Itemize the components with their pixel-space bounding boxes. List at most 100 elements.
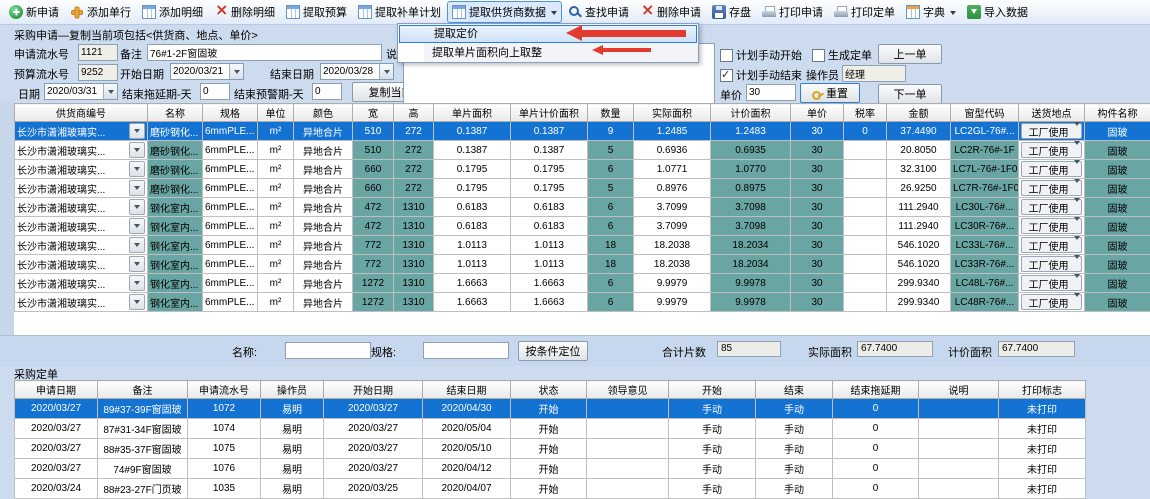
delivery-combo-cell[interactable]: 工厂使用 — [1019, 255, 1085, 274]
filter-spec-input[interactable] — [423, 342, 509, 359]
chevron-down-icon[interactable] — [129, 218, 145, 234]
delivery-combo-cell[interactable]: 工厂使用 — [1019, 198, 1085, 217]
supplier-combo-cell[interactable]: 长沙市潇湘玻璃实... — [15, 255, 148, 274]
supplier-combo-cell[interactable]: 长沙市潇湘玻璃实... — [15, 198, 148, 217]
chevron-down-icon[interactable] — [1074, 297, 1080, 308]
chevron-down-icon[interactable] — [1074, 240, 1080, 251]
start-date-combo[interactable]: 2020/03/21 — [170, 63, 244, 80]
delivery-combo-cell[interactable]: 工厂使用 — [1019, 141, 1085, 160]
supplier-combo-cell[interactable]: 长沙市潇湘玻璃实... — [15, 179, 148, 198]
supplier-combo-cell[interactable]: 长沙市潇湘玻璃实... — [15, 122, 148, 141]
chevron-down-icon[interactable] — [129, 275, 145, 291]
reset-button[interactable]: 重置 — [800, 83, 860, 103]
filter-name-input[interactable] — [285, 342, 371, 359]
toolbar-print-request[interactable]: 打印申请 — [757, 1, 828, 23]
cell: 6mmPLE... — [203, 141, 258, 160]
cell: m² — [258, 255, 294, 274]
chevron-down-icon[interactable] — [129, 161, 145, 177]
chevron-down-icon[interactable] — [129, 199, 145, 215]
chevron-down-icon[interactable] — [229, 64, 243, 79]
toolbar-extract-supplier-data[interactable]: 提取供货商数据 — [447, 1, 562, 23]
toolbar-print-order[interactable]: 打印定单 — [829, 1, 900, 23]
delivery-combo-cell[interactable]: 工厂使用 — [1019, 217, 1085, 236]
cell: 固玻 — [1085, 217, 1150, 236]
delivery-combo-cell[interactable]: 工厂使用 — [1019, 236, 1085, 255]
chevron-down-icon[interactable] — [1074, 145, 1080, 156]
supplier-combo-cell[interactable]: 长沙市潇湘玻璃实... — [15, 293, 148, 312]
cell: 0.6183 — [511, 217, 588, 236]
generate-order-checkbox[interactable] — [812, 49, 825, 62]
supplier-combo-cell[interactable]: 长沙市潇湘玻璃实... — [15, 274, 148, 293]
toolbar-delete-request[interactable]: 删除申请 — [635, 1, 706, 23]
date-combo[interactable]: 2020/03/31 — [44, 83, 118, 100]
toolbar-save[interactable]: 存盘 — [707, 1, 756, 23]
chevron-down-icon[interactable] — [129, 237, 145, 253]
apply-serial-input[interactable] — [78, 44, 118, 61]
chevron-down-icon[interactable] — [103, 84, 117, 99]
cell: 异地合片 — [294, 179, 353, 198]
delivery-combo-cell[interactable]: 工厂使用 — [1019, 274, 1085, 293]
chevron-down-icon[interactable] — [1074, 202, 1080, 213]
delivery-combo-cell[interactable]: 工厂使用 — [1019, 122, 1085, 141]
locate-by-condition-button[interactable]: 按条件定位 — [518, 341, 588, 361]
toolbar-dictionary[interactable]: 字典 — [901, 1, 961, 23]
manual-end-checkbox[interactable] — [720, 69, 733, 82]
operator-input[interactable] — [842, 65, 906, 82]
delivery-combo-cell[interactable]: 工厂使用 — [1019, 179, 1085, 198]
supplier-combo-cell[interactable]: 长沙市潇湘玻璃实... — [15, 217, 148, 236]
chevron-down-icon[interactable] — [129, 256, 145, 272]
toolbar-new-request[interactable]: 新申请 — [4, 1, 64, 23]
manual-start-checkbox[interactable] — [720, 49, 733, 62]
cell: 异地合片 — [294, 122, 353, 141]
toolbar-extract-supplement-plan[interactable]: 提取补单计划 — [353, 1, 446, 23]
chevron-down-icon[interactable] — [1074, 278, 1080, 289]
previous-order-button[interactable]: 上一单 — [878, 44, 942, 64]
delivery-combo-cell[interactable]: 工厂使用 — [1019, 293, 1085, 312]
chevron-down-icon[interactable] — [1074, 221, 1080, 232]
toolbar-find-request[interactable]: 查找申请 — [563, 1, 634, 23]
delay-input[interactable] — [200, 83, 230, 100]
chevron-down-icon[interactable] — [1074, 183, 1080, 194]
toolbar-extract-budget[interactable]: 提取预算 — [281, 1, 352, 23]
cell — [919, 399, 999, 419]
toolbar-delete-detail[interactable]: 删除明细 — [209, 1, 280, 23]
chevron-down-icon[interactable] — [129, 142, 145, 158]
warn-input[interactable] — [312, 83, 342, 100]
chevron-down-icon[interactable] — [1074, 126, 1080, 137]
menu-item-extract-unit-area-round-up[interactable]: 提取单片面积向上取整 — [398, 44, 698, 62]
next-order-button[interactable]: 下一单 — [878, 84, 942, 104]
budget-serial-input[interactable] — [78, 64, 118, 81]
supplier-combo-cell[interactable]: 长沙市潇湘玻璃实... — [15, 236, 148, 255]
toolbar-add-detail[interactable]: 添加明细 — [137, 1, 208, 23]
chevron-down-icon[interactable] — [1074, 259, 1080, 270]
chevron-down-icon[interactable] — [129, 123, 145, 139]
chevron-down-icon[interactable] — [129, 294, 145, 310]
remark-input[interactable] — [147, 44, 382, 61]
cell: 9.9979 — [634, 293, 711, 312]
chevron-down-icon[interactable] — [1074, 164, 1080, 175]
delivery-combo-cell[interactable]: 工厂使用 — [1019, 160, 1085, 179]
toolbar-add-row[interactable]: 添加单行 — [65, 1, 136, 23]
supplier-combo-cell[interactable]: 长沙市潇湘玻璃实... — [15, 141, 148, 160]
toolbar-import-data[interactable]: 导入数据 — [962, 1, 1033, 23]
unit-price-input[interactable] — [746, 84, 796, 101]
cell: 1272 — [353, 274, 394, 293]
supplier-combo-cell[interactable]: 长沙市潇湘玻璃实... — [15, 160, 148, 179]
chevron-down-icon[interactable] — [129, 180, 145, 196]
chevron-down-icon[interactable] — [379, 64, 393, 79]
end-date-combo[interactable]: 2020/03/28 — [320, 63, 394, 80]
